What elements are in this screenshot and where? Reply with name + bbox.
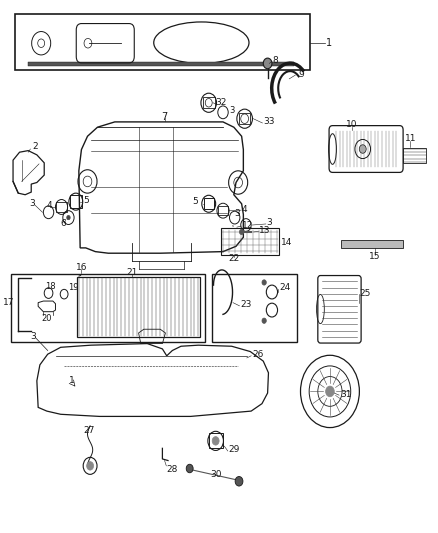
Text: 3: 3 <box>30 332 36 341</box>
Text: 27: 27 <box>83 426 95 435</box>
Text: 30: 30 <box>210 471 221 479</box>
Bar <box>57 201 67 212</box>
Text: 20: 20 <box>42 314 52 323</box>
Text: 32: 32 <box>215 98 227 107</box>
Bar <box>209 433 223 448</box>
Text: 21: 21 <box>127 269 138 277</box>
Circle shape <box>240 229 244 235</box>
Bar <box>204 198 214 209</box>
Bar <box>403 148 427 163</box>
Text: 14: 14 <box>281 238 292 247</box>
Bar <box>212 274 297 342</box>
Text: 22: 22 <box>228 254 240 263</box>
Text: 13: 13 <box>259 226 270 235</box>
Text: 23: 23 <box>240 300 252 309</box>
Text: 6: 6 <box>61 220 67 229</box>
Text: 11: 11 <box>405 134 416 143</box>
Bar <box>221 228 279 255</box>
Bar <box>239 114 250 124</box>
Text: 33: 33 <box>263 117 275 126</box>
Text: 7: 7 <box>162 111 168 122</box>
Circle shape <box>212 437 219 445</box>
Text: 3: 3 <box>266 219 272 228</box>
Circle shape <box>263 58 272 69</box>
Text: 4: 4 <box>242 205 247 214</box>
Text: 15: 15 <box>369 253 381 261</box>
Text: 8: 8 <box>272 56 278 64</box>
Text: 10: 10 <box>346 119 357 128</box>
Text: 17: 17 <box>3 298 14 307</box>
Text: 31: 31 <box>340 390 351 399</box>
Circle shape <box>235 477 243 486</box>
Bar <box>341 240 403 248</box>
Bar <box>70 195 82 208</box>
Text: 28: 28 <box>167 465 178 474</box>
Text: 24: 24 <box>279 283 290 292</box>
Text: 4: 4 <box>47 201 53 210</box>
Bar <box>218 206 228 215</box>
Text: 3: 3 <box>234 209 240 218</box>
Bar <box>77 277 201 337</box>
Text: 1: 1 <box>325 38 332 48</box>
Text: 12: 12 <box>242 221 253 230</box>
Text: 18: 18 <box>46 282 56 291</box>
Text: 5: 5 <box>193 197 198 206</box>
Bar <box>11 274 205 342</box>
Circle shape <box>67 215 70 220</box>
Text: 2: 2 <box>32 142 38 151</box>
Text: 26: 26 <box>252 350 263 359</box>
Text: 3: 3 <box>230 106 235 115</box>
Circle shape <box>87 462 94 470</box>
Text: 16: 16 <box>76 263 87 272</box>
Bar <box>15 14 310 70</box>
Text: 1: 1 <box>69 376 75 385</box>
Bar <box>28 62 294 66</box>
Circle shape <box>262 280 266 285</box>
Text: 5: 5 <box>83 196 89 205</box>
Text: 19: 19 <box>68 283 79 292</box>
Text: 9: 9 <box>299 70 304 78</box>
Text: 3: 3 <box>29 199 35 208</box>
Circle shape <box>186 464 193 473</box>
Circle shape <box>325 386 334 397</box>
Circle shape <box>359 145 366 154</box>
Text: 25: 25 <box>360 288 371 297</box>
Circle shape <box>262 318 266 324</box>
Text: 29: 29 <box>229 446 240 455</box>
Bar <box>203 98 215 108</box>
